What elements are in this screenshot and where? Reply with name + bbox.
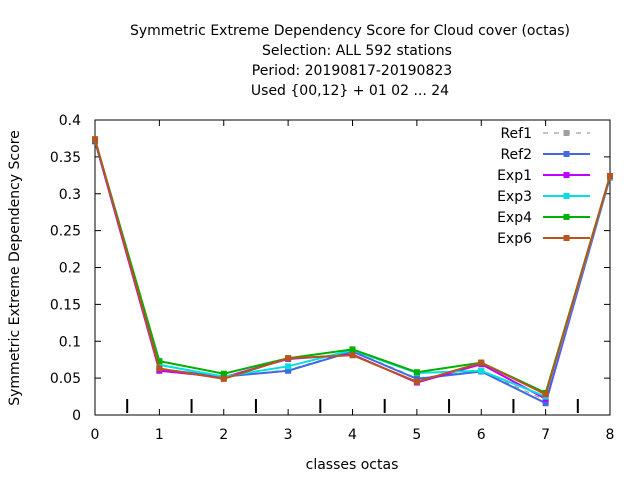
- legend-swatch-marker: [563, 193, 570, 199]
- title-line-4: Used {00,12} + 01 02 ... 24: [251, 83, 449, 99]
- legend-item-exp1: Exp1: [497, 168, 590, 184]
- y-tick-label: 0.35: [50, 150, 81, 166]
- series-lines: [92, 136, 613, 407]
- data-point: [285, 367, 292, 374]
- legend-swatch-marker: [563, 151, 570, 157]
- x-tick-label: 7: [541, 427, 550, 443]
- y-tick-label: 0.05: [50, 371, 81, 387]
- y-tick-label: 0.4: [59, 113, 81, 129]
- data-point: [413, 369, 420, 376]
- y-axis: 0 0.05 0.1 0.15 0.2 0.25 0.3 0.35 0.4: [50, 113, 610, 424]
- data-point: [542, 400, 549, 407]
- legend-label: Ref2: [500, 147, 532, 163]
- data-point: [92, 136, 98, 143]
- title-line-1: Symmetric Extreme Dependency Score for C…: [130, 23, 570, 39]
- series-exp1: [92, 137, 613, 402]
- title-line-2: Selection: ALL 592 stations: [262, 43, 452, 59]
- data-point: [156, 365, 163, 372]
- y-tick-label: 0.15: [50, 297, 81, 313]
- y-tick-label: 0.1: [59, 334, 81, 350]
- x-tick-label: 3: [284, 427, 293, 443]
- legend-item-ref1: Ref1: [500, 126, 590, 142]
- series-exp6: [92, 136, 613, 398]
- data-point: [285, 355, 292, 362]
- data-point: [285, 363, 292, 370]
- legend-item-exp3: Exp3: [497, 189, 590, 205]
- legend-label: Ref1: [500, 126, 532, 142]
- legend-swatch-marker: [563, 235, 570, 241]
- data-point: [349, 346, 356, 353]
- legend-label: Exp3: [497, 189, 532, 205]
- data-point: [349, 352, 356, 359]
- legend-label: Exp4: [497, 210, 532, 226]
- legend-item-ref2: Ref2: [500, 147, 590, 163]
- series-line-exp1: [94, 140, 611, 401]
- class-boundary-ticks: [126, 399, 579, 413]
- data-point: [220, 370, 227, 377]
- legend-swatch-marker: [563, 214, 570, 220]
- x-tick-label: 5: [412, 427, 421, 443]
- data-point: [220, 375, 227, 382]
- data-point: [478, 359, 485, 366]
- title-line-3: Period: 20190817-20190823: [252, 63, 452, 79]
- x-axis: 0 1 2 3 4 5 6 7 8: [91, 120, 615, 443]
- legend-swatch-marker: [563, 130, 570, 136]
- chart-title: Symmetric Extreme Dependency Score for C…: [130, 23, 570, 99]
- series-exp3: [92, 136, 613, 400]
- x-tick-label: 8: [606, 427, 615, 443]
- data-point: [478, 367, 485, 374]
- data-point: [607, 173, 613, 180]
- data-point: [156, 358, 163, 365]
- y-tick-label: 0: [72, 408, 81, 424]
- x-tick-label: 1: [155, 427, 164, 443]
- data-point: [413, 378, 420, 385]
- x-tick-label: 0: [91, 427, 100, 443]
- y-tick-label: 0.2: [59, 261, 81, 277]
- x-axis-label: classes octas: [306, 457, 399, 473]
- legend-label: Exp6: [497, 231, 532, 247]
- x-tick-label: 4: [348, 427, 357, 443]
- x-tick-label: 2: [219, 427, 228, 443]
- y-tick-label: 0.3: [59, 187, 81, 203]
- legend-item-exp6: Exp6: [497, 231, 590, 247]
- x-tick-label: 6: [477, 427, 486, 443]
- legend: Ref1 Ref2 Exp1 Exp3 Exp4 Exp6: [497, 126, 590, 247]
- y-tick-label: 0.25: [50, 224, 81, 240]
- data-point: [542, 391, 549, 398]
- legend-item-exp4: Exp4: [497, 210, 590, 226]
- legend-label: Exp1: [497, 168, 532, 184]
- series-line-ref1: [94, 140, 611, 402]
- y-axis-label: Symmetric Extreme Dependency Score: [7, 130, 23, 406]
- legend-swatch-marker: [563, 172, 570, 178]
